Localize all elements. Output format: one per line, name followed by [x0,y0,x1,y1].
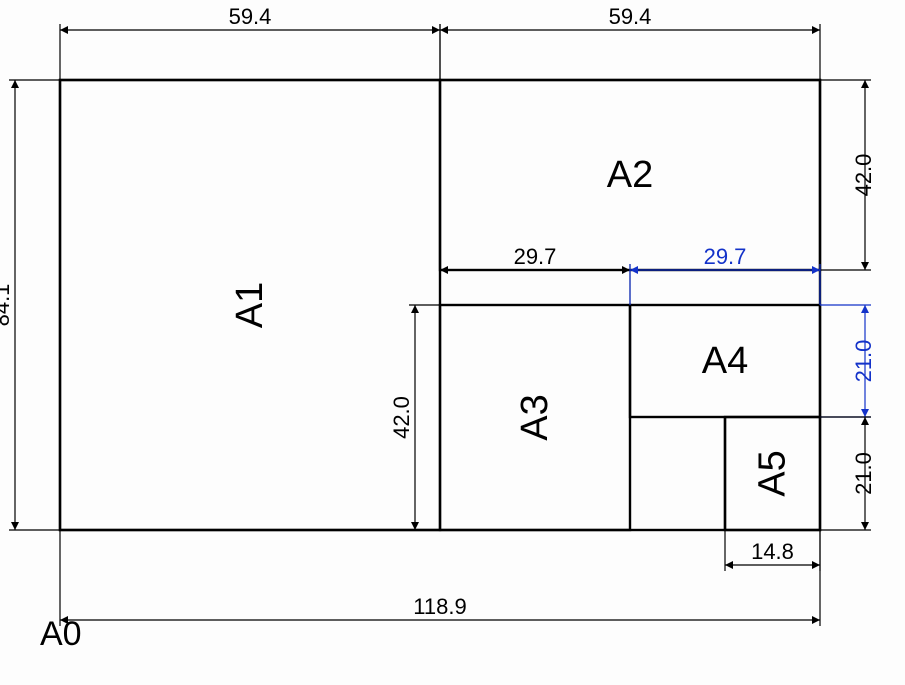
dim_a5_bottom-value: 14.8 [751,539,794,564]
label-a3: A3 [514,394,556,440]
dim_mid_right-value: 29.7 [704,244,747,269]
dim_right_upper-value: 42.0 [851,154,876,197]
dim_left-value: 84.1 [0,284,14,327]
label-a4: A4 [702,340,748,382]
label-a0: A0 [40,615,82,653]
dim_top_right-value: 59.4 [609,4,652,29]
dim_a3_left-value: 42.0 [389,396,414,439]
dim_top_left-value: 59.4 [229,4,272,29]
label-a2: A2 [607,154,653,196]
dim_right_mid-value: 21.0 [851,340,876,383]
dim_bottom-value: 118.9 [413,594,466,619]
dim_right_low-value: 21.0 [851,452,876,495]
label-a1: A1 [229,282,271,328]
canvas-bg [0,0,905,685]
label-a5: A5 [752,450,794,496]
dim_mid_left-value: 29.7 [514,244,557,269]
